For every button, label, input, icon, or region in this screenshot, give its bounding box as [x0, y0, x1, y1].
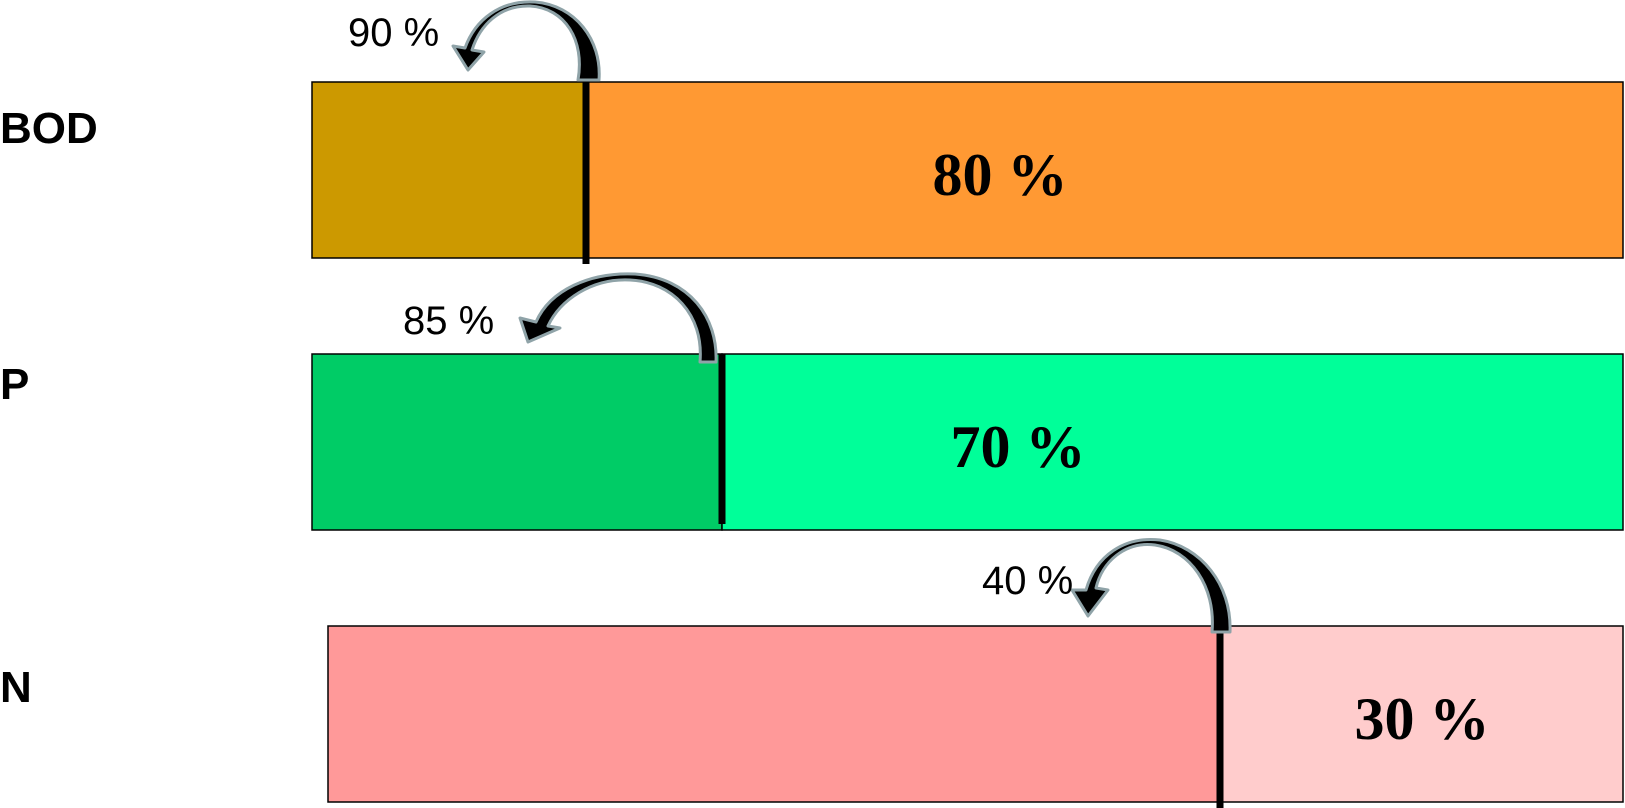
bod-total-value: 80 %	[933, 142, 1068, 208]
row-p: P 70 % 85 %	[0, 272, 1624, 531]
bod-enhanced-value: 90 %	[348, 11, 439, 55]
p-curved-arrow-icon	[518, 272, 718, 364]
p-total-value: 70 %	[951, 414, 1086, 480]
p-enhanced-segment	[311, 353, 723, 531]
n-total-value: 30 %	[1355, 686, 1490, 752]
n-enhanced-segment	[327, 625, 1221, 803]
row-label-n: N	[0, 663, 32, 712]
row-bod: BOD 80 % 90 %	[0, 0, 1624, 264]
bod-enhanced-segment	[311, 81, 587, 259]
bod-baseline-segment	[585, 81, 1624, 259]
bod-curved-arrow-icon	[451, 0, 601, 82]
row-label-bod: BOD	[0, 104, 98, 153]
n-enhanced-value: 40 %	[982, 559, 1073, 603]
row-label-p: P	[0, 360, 29, 409]
p-baseline-segment	[721, 353, 1624, 531]
p-enhanced-value: 85 %	[403, 299, 494, 343]
row-n: N 30 % 40 %	[0, 537, 1624, 808]
n-curved-arrow-icon	[1070, 537, 1232, 634]
